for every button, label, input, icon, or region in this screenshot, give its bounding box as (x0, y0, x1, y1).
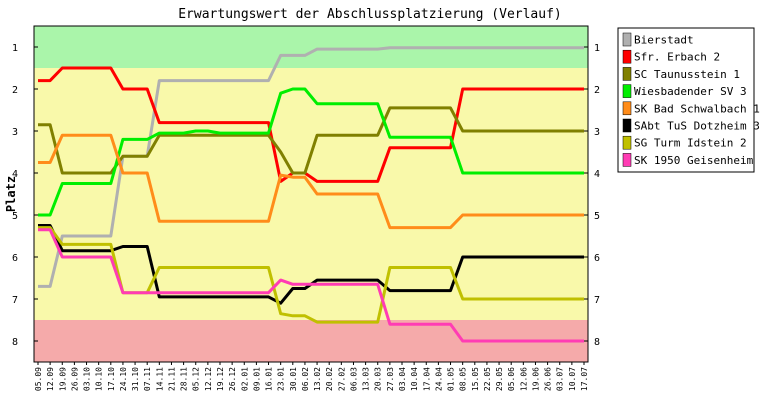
x-tick-label: 17.10 (107, 367, 116, 391)
legend-label-6: SG Turm Idstein 2 (634, 137, 747, 150)
legend-label-5: SAbt TuS Dotzheim 3 (634, 120, 760, 133)
y-tick-label-left: 3 (12, 127, 18, 138)
x-tick-label: 10.04 (410, 367, 419, 391)
x-tick-label: 26.06 (544, 367, 553, 391)
x-tick-label: 03.04 (398, 367, 407, 391)
x-tick-label: 13.02 (313, 367, 322, 391)
y-tick-label-right: 2 (594, 85, 600, 96)
x-tick-label: 01.05 (447, 367, 456, 391)
series-line-2 (38, 106, 584, 175)
x-tick-label: 16.01 (265, 367, 274, 391)
legend: Bierstadt Sfr. Erbach 2 SC Taunusstein 1 Wi… (617, 27, 760, 173)
y-tick-label-right: 3 (594, 127, 600, 138)
x-tick-label: 31.10 (131, 367, 140, 391)
x-tick-label: 24.10 (119, 367, 128, 391)
x-tick-label: 08.05 (459, 367, 468, 391)
x-tick-label: 07.11 (143, 367, 152, 391)
legend-swatch-4 (622, 101, 632, 116)
series-lines (38, 46, 584, 343)
legend-label-1: Sfr. Erbach 2 (634, 51, 720, 64)
y-tick-label-right: 7 (594, 295, 600, 306)
x-tick-label: 05.06 (507, 367, 516, 391)
x-tick-label: 26.12 (228, 367, 237, 391)
x-tick-label: 05.12 (192, 367, 201, 391)
series-line-7 (38, 228, 584, 343)
y-tick-label-left: 4 (12, 169, 18, 180)
y-tick-label-right: 1 (594, 43, 600, 54)
x-tick-label: 06.03 (349, 367, 358, 391)
x-tick-label: 19.06 (531, 367, 540, 391)
x-tick-label: 15.05 (471, 367, 480, 391)
legend-swatch-2 (622, 67, 632, 81)
x-axis: 05.09 12.09 19.09 26.09 03.10 10.10 17.10 24.10… (34, 362, 589, 391)
legend-label-0: Bierstadt (634, 34, 694, 47)
y-tick-label-left: 5 (12, 211, 18, 222)
legend-label-4: SK Bad Schwalbach 1 (634, 102, 760, 115)
legend-swatch-1 (622, 49, 632, 64)
x-tick-label: 23.01 (277, 367, 286, 391)
x-tick-label: 19.12 (216, 367, 225, 391)
y-tick-label-left: 1 (12, 43, 18, 54)
legend-label-2: SC Taunusstein 1 (634, 68, 740, 81)
x-tick-label: 26.09 (70, 367, 79, 391)
x-tick-label: 13.03 (362, 367, 371, 391)
x-tick-label: 09.01 (252, 367, 261, 391)
x-tick-label: 06.02 (301, 367, 310, 391)
x-tick-label: 27.02 (337, 367, 346, 391)
y-tick-label-left: 8 (12, 337, 18, 348)
x-tick-label: 28.11 (180, 367, 189, 391)
legend-label-3: Wiesbadender SV 3 (634, 85, 747, 98)
y-tick-label-left: 6 (12, 253, 18, 264)
x-tick-label: 12.06 (519, 367, 528, 391)
legend-swatch-6 (622, 135, 632, 150)
legend-box (617, 27, 755, 173)
x-tick-label: 05.09 (34, 367, 43, 391)
legend-swatch-3 (622, 84, 632, 98)
x-tick-label: 20.03 (374, 367, 383, 391)
series-line-4 (38, 133, 584, 230)
x-tick-label: 20.02 (325, 367, 334, 391)
y-axis-right: 1 2 3 4 5 6 7 8 (584, 43, 600, 348)
plot-frame (33, 25, 589, 363)
x-tick-label: 12.09 (46, 367, 55, 391)
x-tick-label: 17.04 (422, 367, 431, 391)
legend-swatch-0 (622, 32, 632, 47)
x-tick-label: 27.03 (386, 367, 395, 391)
x-tick-label: 03.10 (83, 367, 92, 391)
x-tick-label: 10.07 (568, 367, 577, 391)
legend-swatch-5 (622, 118, 632, 133)
zone-1 (34, 68, 588, 320)
x-tick-label: 22.05 (483, 367, 492, 391)
x-tick-label: 29.05 (495, 367, 504, 391)
x-tick-label: 10.10 (95, 367, 104, 391)
series-line-1 (38, 66, 584, 183)
x-tick-label: 30.01 (289, 367, 298, 391)
y-tick-label-left: 7 (12, 295, 18, 306)
x-tick-label: 02.01 (240, 367, 249, 391)
x-tick-label: 12.12 (204, 367, 213, 391)
y-tick-label-right: 6 (594, 253, 600, 264)
y-axis-left: 1 2 3 4 5 6 7 8 (12, 43, 38, 348)
x-tick-label: 21.11 (167, 367, 176, 391)
x-tick-label: 19.09 (58, 367, 67, 391)
y-tick-label-right: 4 (594, 169, 600, 180)
x-tick-label: 24.04 (434, 367, 443, 391)
series-line-3 (38, 87, 584, 217)
y-tick-label-right: 5 (594, 211, 600, 222)
legend-label-7: SK 1950 Geisenheim (634, 154, 754, 167)
x-tick-label: 14.11 (155, 367, 164, 391)
legend-swatch-7 (622, 153, 632, 167)
chart-title: Erwartungswert der Abschlussplatzierung … (178, 7, 562, 22)
y-axis-label: Platz (4, 176, 18, 212)
x-tick-label: 03.07 (556, 367, 565, 391)
y-tick-label-left: 2 (12, 85, 18, 96)
y-tick-label-right: 8 (594, 337, 600, 348)
x-tick-label: 17.07 (580, 367, 589, 391)
